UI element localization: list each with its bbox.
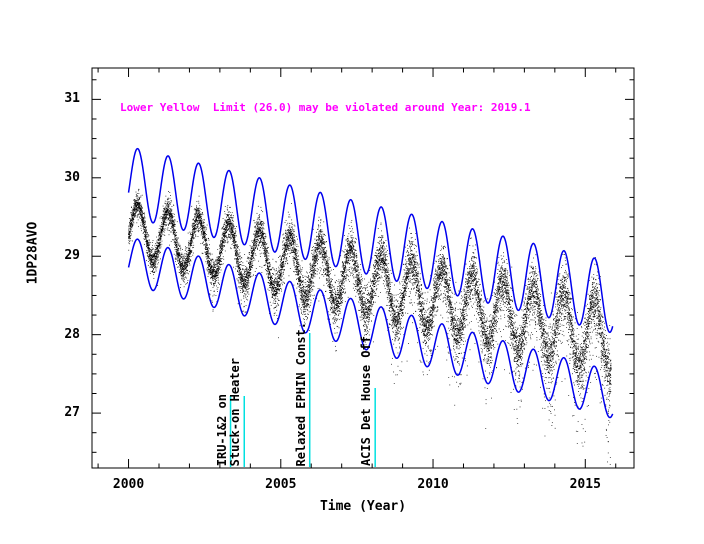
limit-warning-text: Lower Yellow Limit (26.0) may be violate…: [120, 101, 531, 114]
y-tick-label: 27: [64, 405, 80, 421]
y-tick-label: 30: [64, 169, 80, 185]
event-label: ACIS Det House Off: [359, 335, 374, 466]
x-tick-label: 2010: [417, 477, 449, 492]
y-tick-label: 31: [64, 91, 80, 107]
event-label: Relaxed EPHIN Const.: [293, 321, 308, 467]
x-tick-label: 2015: [569, 477, 601, 492]
x-axis-label: Time (Year): [319, 499, 407, 514]
x-tick-label: 2000: [112, 477, 145, 492]
event-label: Stuck-on Heater: [228, 357, 243, 466]
x-tick-label: 2005: [265, 477, 297, 492]
y-tick-label: 29: [64, 248, 80, 264]
y-tick-label: 28: [64, 326, 80, 342]
event-label: IRU-1&2 on: [214, 393, 229, 466]
